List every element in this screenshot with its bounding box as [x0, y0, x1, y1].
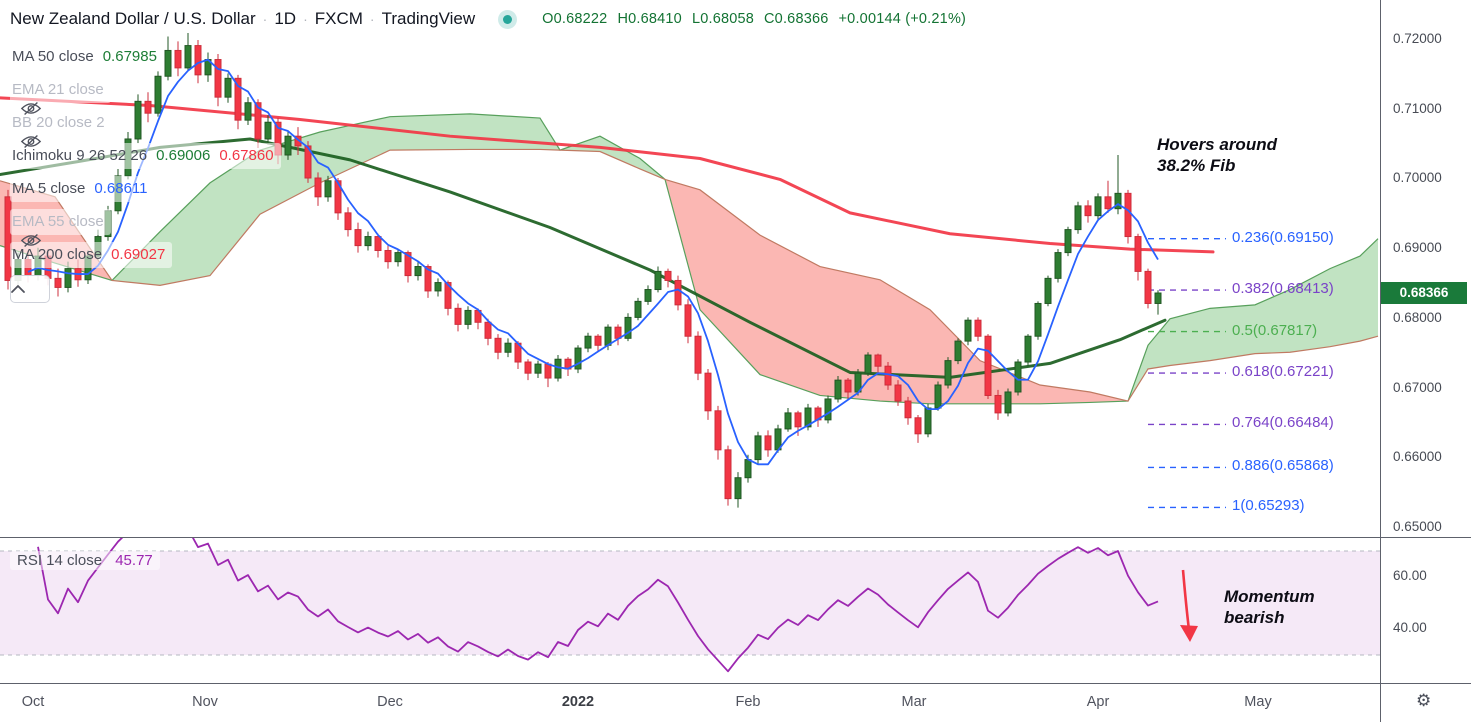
- rsi-legend-row[interactable]: RSI 14 close 45.77: [10, 551, 160, 570]
- arrow-down-icon: [1180, 625, 1198, 642]
- axis-settings-gear-icon[interactable]: ⚙: [1416, 691, 1432, 711]
- fib-level-label: 0.5(0.67817): [1232, 321, 1318, 339]
- indicator-label: BB 20 close 2: [12, 114, 105, 131]
- separator-dot: ·: [303, 11, 308, 27]
- price-axis-border: [1380, 0, 1381, 722]
- price-tick-label: 0.71000: [1393, 100, 1442, 116]
- eye-slash-icon[interactable]: [20, 233, 42, 248]
- indicator-label: MA 5 close: [12, 180, 86, 197]
- fib-level-label: 0.618(0.67221): [1232, 363, 1334, 381]
- separator-dot: ·: [369, 11, 375, 27]
- rsi-value: 45.77: [115, 552, 153, 569]
- time-tick-feb: Feb: [735, 694, 761, 710]
- rsi-indicator-canvas[interactable]: [0, 537, 1380, 683]
- legend-row-ma-5-close[interactable]: MA 5 close 0.68611: [10, 176, 155, 202]
- price-tick-label: 0.67000: [1393, 379, 1442, 395]
- ohlc-h: H0.68410: [617, 11, 682, 27]
- symbol-title[interactable]: New Zealand Dollar / U.S. Dollar: [10, 9, 256, 28]
- time-tick-2022: 2022: [561, 694, 595, 710]
- price-tick-label: 0.66000: [1393, 449, 1442, 465]
- rsi-tick-label: 60.00: [1393, 568, 1427, 583]
- price-tick-label: 0.72000: [1393, 31, 1442, 46]
- rsi-tick-label: 40.00: [1393, 620, 1427, 635]
- legend-row-bb-20-close-2[interactable]: BB 20 close 2: [10, 110, 112, 148]
- indicator-value: 0.69006: [156, 147, 211, 164]
- pane-divider[interactable]: [0, 537, 1471, 538]
- chevron-up-icon: [11, 285, 25, 293]
- indicator-label: Ichimoku 9 26 52 26: [12, 147, 148, 164]
- fib-level-label: 1(0.65293): [1232, 497, 1305, 515]
- time-tick-may: May: [1244, 694, 1272, 710]
- ohlc-values: O0.68222 H0.68410 L0.68058 C0.68366 +0.00144…: [542, 11, 976, 27]
- price-tick-label: 0.70000: [1393, 170, 1442, 186]
- exchange-label: FXCM: [314, 9, 363, 28]
- rsi-label: RSI 14 close: [17, 552, 103, 569]
- fib-level-label: 0.886(0.65868): [1232, 457, 1334, 475]
- annotation-momentum-note: Momentum bearish: [1224, 587, 1315, 627]
- indicator-value: 0.68611: [94, 180, 148, 197]
- indicator-legend: MA 50 close 0.67985 EMA 21 close BB 20 clos…: [10, 44, 281, 303]
- last-price-badge: 0.68366: [1381, 282, 1467, 304]
- time-tick-dec: Dec: [377, 694, 403, 710]
- market-status-icon: [503, 14, 513, 24]
- price-tick-label: 0.69000: [1393, 240, 1442, 256]
- time-tick-oct: Oct: [21, 694, 45, 710]
- legend-row-ema-21-close[interactable]: EMA 21 close: [10, 77, 111, 115]
- indicator-label: EMA 55 close: [12, 213, 104, 230]
- price-tick-label: 0.65000: [1393, 518, 1442, 534]
- time-tick-nov: Nov: [192, 694, 218, 710]
- change-value: +0.00144 (+0.21%): [838, 11, 967, 27]
- time-axis-border: [0, 683, 1471, 684]
- main-price-chart-canvas[interactable]: [0, 0, 1380, 537]
- indicator-label: MA 50 close: [12, 48, 94, 65]
- legend-row-ichimoku-9-26-52-26[interactable]: Ichimoku 9 26 52 26 0.69006 0.67860: [10, 143, 281, 169]
- interval-label[interactable]: 1D: [274, 9, 297, 28]
- legend-row-ma-50-close[interactable]: MA 50 close 0.67985: [10, 44, 164, 70]
- annotation-fib-note: Hovers around 38.2% Fib: [1157, 135, 1277, 175]
- legend-collapse-button[interactable]: [10, 275, 50, 303]
- chart-header: New Zealand Dollar / U.S. Dollar · 1D · …: [10, 9, 976, 29]
- time-tick-apr: Apr: [1086, 694, 1110, 710]
- fib-level-label: 0.236(0.69150): [1232, 228, 1334, 246]
- legend-row-ma-200-close[interactable]: MA 200 close 0.69027: [10, 242, 173, 268]
- indicator-value: 0.67860: [219, 147, 274, 164]
- fib-level-label: 0.764(0.66484): [1232, 414, 1334, 432]
- indicator-value: 0.67985: [102, 48, 157, 65]
- price-tick-label: 0.68000: [1393, 309, 1442, 325]
- legend-row-ema-55-close[interactable]: EMA 55 close: [10, 209, 111, 247]
- time-tick-mar: Mar: [901, 694, 927, 710]
- separator-dot: ·: [262, 11, 268, 27]
- fib-level-label: 0.382(0.68413): [1232, 280, 1334, 297]
- brand-label: TradingView: [381, 9, 476, 28]
- indicator-label: EMA 21 close: [12, 81, 104, 98]
- eye-slash-icon[interactable]: [20, 134, 42, 149]
- ohlc-l: L0.68058: [691, 11, 755, 27]
- eye-slash-icon[interactable]: [20, 101, 42, 116]
- indicator-value: 0.69027: [111, 246, 166, 263]
- ohlc-c: C0.68366: [764, 11, 829, 27]
- indicator-label: MA 200 close: [12, 246, 103, 263]
- ohlc-o: O0.68222: [542, 11, 608, 27]
